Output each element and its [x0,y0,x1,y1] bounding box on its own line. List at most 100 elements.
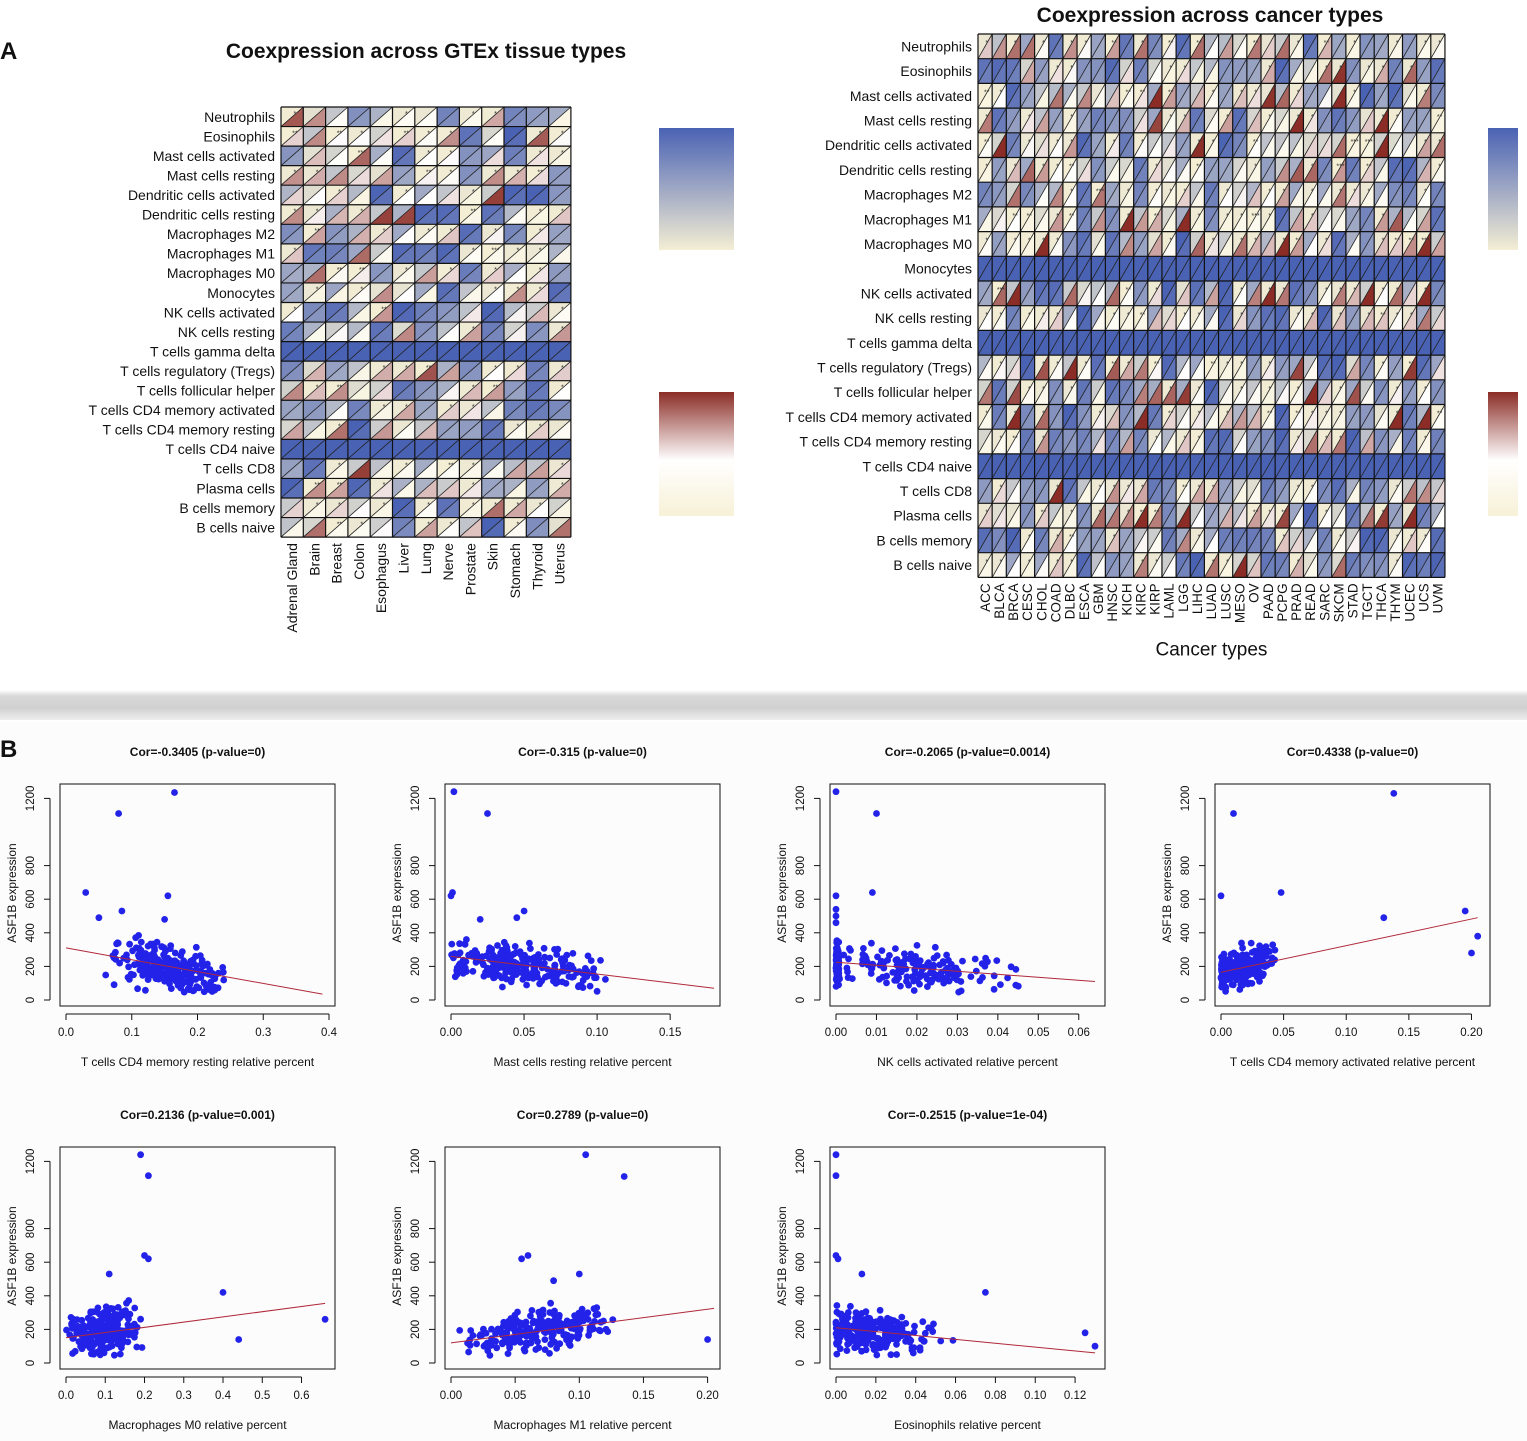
cell-diagonal [1005,132,1021,158]
cell-diagonal [1204,58,1219,84]
cell-diagonal [1062,157,1078,183]
cell-diagonal [1062,256,1078,282]
data-point [150,951,158,958]
cell-diagonal [1317,206,1333,232]
heatmap-cell: ** [347,263,371,284]
significance-stars: * [1240,361,1243,368]
cell-diagonal [1402,33,1417,59]
heatmap-cell: * [1034,404,1050,430]
heatmap-cell [280,419,304,440]
heatmap-cell [1062,330,1078,356]
heatmap-cell: *** [991,280,1007,306]
cell-diagonal [303,204,326,225]
heatmap-cell [1331,330,1347,356]
cell-diagonal [1303,552,1318,578]
cell-diagonal [1373,206,1389,232]
significance-stars: * [1127,213,1130,220]
heatmap-cell: * [991,552,1007,578]
heatmap-cell [303,145,326,166]
cell-diagonal [1062,552,1078,578]
heatmap-cell [526,458,549,479]
pvalue-triangle [1133,453,1148,479]
heatmap-cell [436,419,460,440]
significance-stars: * [539,267,542,274]
cell-diagonal [1076,280,1092,306]
cell-diagonal [1020,58,1035,84]
cor-triangle [1246,528,1261,553]
significance-stars: * [1353,90,1356,97]
heatmap-title: Coexpression across GTEx tissue types [226,40,626,63]
heatmap-cell: * [459,321,482,342]
cell-diagonal [977,354,993,380]
cor-triangle [1161,256,1177,281]
cell-diagonal [392,302,416,323]
significance-stars: * [494,169,497,176]
heatmap-cell [1331,503,1347,529]
heatmap-cell [347,184,371,206]
cor-triangle [1176,83,1191,109]
heatmap-cell: * [1416,33,1432,59]
heatmap-cell: * [1034,305,1050,331]
x-tick-label: 0.15 [659,1027,681,1039]
cell-diagonal [1317,83,1333,109]
cor-triangle [1006,528,1021,553]
cell-diagonal [414,204,438,225]
cell-diagonal [1048,552,1064,578]
heatmap-cell [1105,404,1120,430]
cell-diagonal [1232,157,1248,183]
heatmap-cell [548,282,572,303]
cell-diagonal [303,497,326,518]
cor-triangle [1020,379,1035,405]
cell-diagonal [1218,552,1234,578]
heatmap-cell [1232,256,1248,282]
significance-stars: * [1438,40,1441,47]
heatmap-cell [1147,132,1163,158]
heatmap-cell: * [526,243,549,264]
cor-triangle [1176,355,1191,380]
cell-diagonal [303,341,326,362]
cell-diagonal [503,321,527,342]
pvalue-triangle [1133,478,1148,504]
heatmap-cell [548,399,572,421]
pvalue-triangle [1048,552,1063,578]
cell-diagonal [1020,478,1035,504]
heatmap-cell [1359,231,1375,257]
cell-diagonal [1048,33,1064,59]
cell-diagonal [325,517,349,538]
panel-a: A Coexpression across GTEx tissue types N… [0,0,1527,690]
cell-diagonal [1331,182,1347,208]
significance-stars: ** [292,130,298,137]
cell-diagonal [526,341,549,362]
heatmap-row-label: T cells follicular helper [137,383,276,399]
heatmap-cell [1288,527,1304,553]
heatmap-cell: * [1034,157,1050,183]
significance-stars: ** [337,130,343,137]
heatmap-row-label: T cells CD4 memory resting [103,422,275,438]
heatmap-cell [1020,58,1035,84]
data-point [211,986,219,994]
heatmap-cell: * [1062,33,1078,59]
heatmap-cell: * [548,302,572,323]
cell-diagonal [1005,527,1021,553]
cell-diagonal [1090,503,1106,529]
heatmap-cell: * [1416,182,1432,208]
heatmap-cell: * [1175,107,1191,133]
cell-diagonal [436,497,460,518]
cell-diagonal [1402,132,1417,158]
significance-stars: * [1283,287,1286,294]
cell-diagonal [548,439,572,460]
cell-diagonal [1048,305,1064,331]
cell-diagonal [1402,478,1417,504]
heatmap-cell [1076,83,1092,109]
cor-triangle [1246,305,1261,331]
cell-diagonal [436,126,460,147]
cell-diagonal [325,380,349,401]
significance-stars: * [1396,312,1399,319]
heatmap-cell [991,33,1007,59]
cell-diagonal [991,478,1007,504]
significance-stars: * [1240,287,1243,294]
cell-diagonal [1020,379,1035,405]
heatmap-cell: * [481,263,505,284]
data-point [169,961,177,968]
cell-diagonal [1388,453,1403,479]
